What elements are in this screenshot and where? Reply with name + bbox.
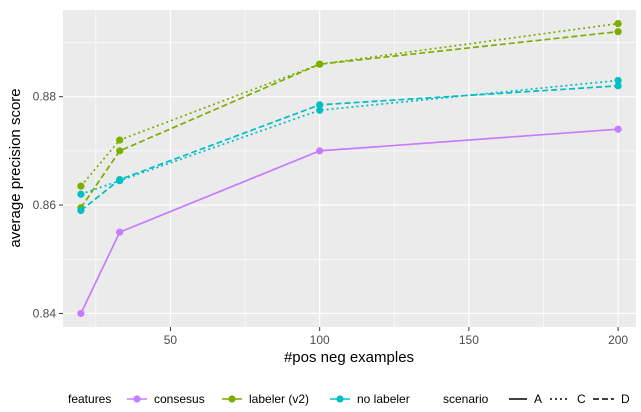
x-tick-label: 50 bbox=[164, 333, 178, 347]
data-point-no-labeler-d bbox=[316, 101, 324, 109]
data-point-consesus-a bbox=[116, 228, 124, 236]
series-line-consesus-a bbox=[80, 128, 619, 314]
legend-item-no-labeler: no labeler bbox=[330, 392, 410, 406]
data-point-no-labeler-d bbox=[77, 206, 85, 215]
data-point-no-labeler-c bbox=[77, 190, 85, 198]
data-point-labeler-v2-c bbox=[77, 182, 85, 190]
legend-label-labeler-v2: labeler (v2) bbox=[249, 392, 309, 406]
legend-label-scenario-c: C bbox=[577, 392, 586, 406]
data-point-consesus-a bbox=[77, 309, 85, 318]
data-point-no-labeler-c bbox=[614, 76, 622, 85]
legend-item-scenario-c: C bbox=[550, 392, 586, 406]
panel-background bbox=[63, 10, 636, 327]
legend-label-scenario-d: D bbox=[621, 392, 630, 406]
grid bbox=[63, 10, 636, 327]
legend-item-scenario-a: A bbox=[509, 392, 542, 406]
data-point-consesus-a bbox=[614, 125, 622, 133]
series-line-no-labeler-d bbox=[80, 85, 619, 212]
legend-label-no-labeler: no labeler bbox=[357, 392, 410, 406]
series-layer bbox=[77, 19, 622, 318]
x-tick-label: 150 bbox=[459, 333, 479, 347]
legend-features-title: features bbox=[68, 392, 111, 406]
series-line-labeler-v2-d bbox=[80, 30, 619, 209]
x-axis-title: #pos neg examples bbox=[284, 349, 414, 366]
data-point-labeler-v2-c bbox=[614, 19, 622, 28]
y-axis-title: average precision score bbox=[7, 88, 24, 247]
x-tick-label: 100 bbox=[310, 333, 330, 347]
data-point-labeler-v2-d bbox=[614, 28, 622, 36]
legend-label-consesus: consesus bbox=[154, 392, 205, 406]
axis-ticks: 50 100 150 200 0.84 0.86 0.88 bbox=[33, 90, 629, 347]
y-tick-label: 0.88 bbox=[33, 90, 57, 104]
legend-label-scenario-a: A bbox=[534, 392, 542, 406]
legend-item-consesus: consesus bbox=[127, 392, 205, 406]
legend-item-labeler-v2: labeler (v2) bbox=[222, 392, 309, 406]
legend-scenario-title: scenario bbox=[443, 392, 489, 406]
data-point-no-labeler-c bbox=[316, 106, 324, 114]
data-point-no-labeler-d bbox=[116, 176, 124, 184]
data-point-labeler-v2-d bbox=[316, 60, 324, 68]
data-point-labeler-v2-c bbox=[116, 136, 124, 144]
data-point-labeler-v2-d bbox=[116, 147, 124, 155]
legend-item-scenario-d: D bbox=[593, 392, 630, 406]
series-line-labeler-v2-c bbox=[80, 22, 619, 187]
data-point-consesus-a bbox=[316, 147, 324, 155]
x-tick-label: 200 bbox=[608, 333, 628, 347]
y-tick-label: 0.84 bbox=[33, 306, 57, 320]
legend: features consesus labeler (v2) no labele… bbox=[68, 392, 630, 406]
data-point-no-labeler-d bbox=[614, 82, 622, 90]
series-line-no-labeler-c bbox=[80, 79, 619, 196]
y-tick-label: 0.86 bbox=[33, 198, 57, 212]
